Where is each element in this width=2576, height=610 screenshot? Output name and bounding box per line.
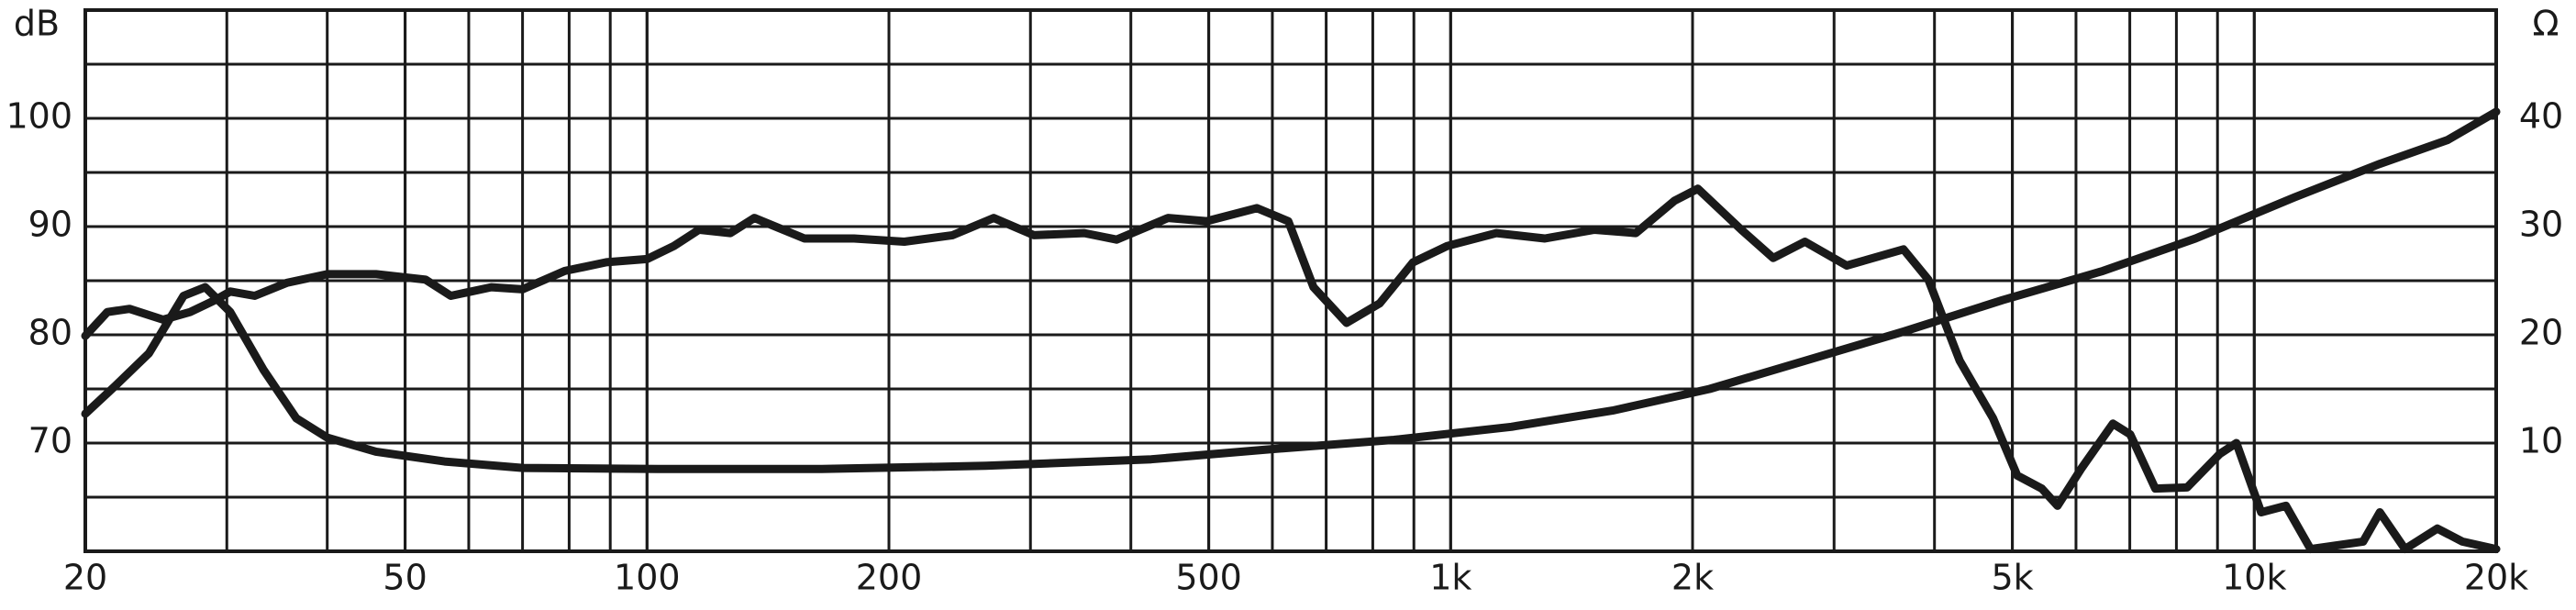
x-tick-label: 20k [2464,558,2528,598]
x-tick-label: 100 [614,558,681,598]
x-tick-label: 500 [1175,558,1242,598]
x-tick-label: 50 [383,558,427,598]
y2-axis-label: Ω [2532,4,2559,44]
y-axis-label: dB [14,4,60,44]
x-tick-label: 10k [2222,558,2286,598]
y-tick-label: 70 [28,421,72,461]
series-line [81,184,2501,554]
y2-tick-label: 30 [2519,205,2563,245]
y2-tick-label: 20 [2519,313,2563,353]
y2-tick-label: 40 [2519,96,2563,137]
series-line [81,107,2501,473]
x-tick-label: 20 [63,558,107,598]
y-tick-label: 90 [28,205,72,245]
x-tick-label: 2k [1671,558,1714,598]
y-tick-label: 100 [6,96,72,137]
y-tick-label: 80 [28,313,72,353]
y2-tick-label: 10 [2519,421,2563,461]
x-tick-label: 1k [1429,558,1471,598]
x-tick-label: 200 [856,558,923,598]
x-tick-label: 5k [1992,558,2034,598]
